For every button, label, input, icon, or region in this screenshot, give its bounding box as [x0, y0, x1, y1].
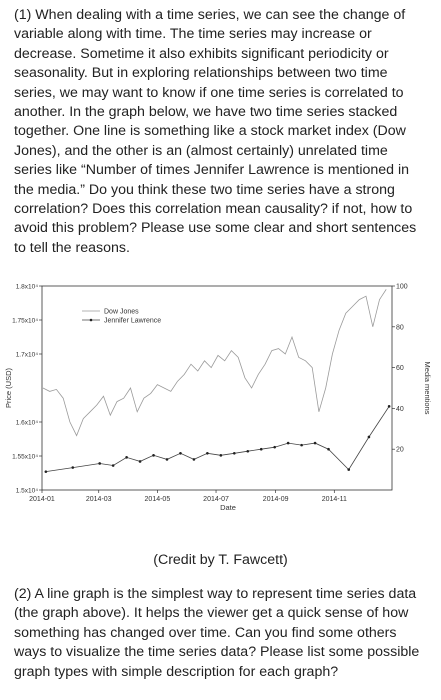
jennifer-lawrence-line	[45, 406, 390, 472]
jennifer-lawrence-point	[71, 466, 75, 469]
legend-marker-jennifer-lawrence	[89, 318, 93, 322]
y-right-tick-label: 20	[396, 447, 404, 454]
jennifer-lawrence-point	[300, 443, 303, 447]
jennifer-lawrence-point	[327, 447, 330, 451]
y-axis-label-right: Media mentions	[423, 362, 432, 415]
y-right-tick-label: 80	[396, 324, 404, 331]
chart-axes	[41, 285, 393, 491]
jennifer-lawrence-point	[219, 454, 223, 457]
jennifer-lawrence-point	[367, 435, 371, 439]
jennifer-lawrence-point	[165, 458, 169, 461]
credit-line: (Credit by T. Fawcett)	[153, 552, 288, 568]
y-axis-label-left: Price (USD)	[4, 368, 13, 409]
y-right-tick-label: 40	[396, 406, 404, 413]
jennifer-lawrence-point	[246, 449, 250, 453]
y-right-tick-label: 100	[396, 284, 408, 291]
legend-label-dow-jones: Dow Jones	[104, 309, 139, 316]
jennifer-lawrence-point	[125, 456, 128, 459]
y-left-tick-label: 1.7x10⁴	[16, 352, 39, 359]
chart-legend: Dow Jones Jennifer Lawrence	[82, 309, 161, 325]
jennifer-lawrence-point	[259, 447, 263, 451]
y-right-tick-label: 60	[396, 365, 404, 372]
jennifer-lawrence-point	[138, 460, 142, 463]
x-tick-label: 2014-05	[145, 496, 171, 503]
jennifer-lawrence-point	[152, 454, 155, 457]
jennifer-lawrence-point	[98, 462, 101, 465]
x-tick-label: 2014-09	[263, 496, 289, 503]
jennifer-lawrence-point	[347, 468, 351, 471]
jennifer-lawrence-point	[111, 464, 115, 467]
x-tick-label: 2014-11	[322, 496, 347, 503]
jennifer-lawrence-point	[313, 441, 317, 445]
jennifer-lawrence-point	[233, 451, 236, 455]
jennifer-lawrence-point	[192, 458, 196, 461]
x-axis-label: Date	[220, 503, 236, 512]
jennifer-lawrence-point	[179, 451, 182, 455]
jennifer-lawrence-point	[44, 470, 48, 473]
chart-ticks: 2014-01 2014-03 2014-05 2014-07 2014-09 2014-…	[12, 284, 408, 504]
y-left-tick-label: 1.5x10⁴	[16, 488, 39, 495]
y-left-tick-label: 1.55x10⁴	[12, 454, 38, 461]
y-left-tick-label: 1.6x10⁴	[16, 420, 39, 427]
correlation-chart: 2014-01 2014-03 2014-05 2014-07 2014-09 2014-…	[4, 284, 432, 513]
legend-label-jennifer-lawrence: Jennifer Lawrence	[104, 318, 161, 325]
x-tick-label: 2014-07	[203, 496, 229, 503]
chart-series	[42, 289, 391, 473]
jennifer-lawrence-point	[273, 445, 276, 449]
jennifer-lawrence-point	[286, 441, 290, 445]
jennifer-lawrence-point	[387, 405, 391, 408]
question-1-text: (1) When dealing with a time series, we …	[14, 7, 417, 256]
jennifer-lawrence-point	[206, 451, 209, 455]
x-tick-label: 2014-01	[29, 496, 55, 503]
question-2-text: (2) A line graph is the simplest way to …	[14, 586, 420, 680]
plot-frame	[41, 285, 393, 491]
dow-jones-line	[42, 289, 387, 437]
y-left-tick-label: 1.8x10⁴	[16, 284, 39, 291]
y-left-tick-label: 1.75x10⁴	[12, 318, 38, 325]
x-tick-label: 2014-03	[86, 496, 112, 503]
